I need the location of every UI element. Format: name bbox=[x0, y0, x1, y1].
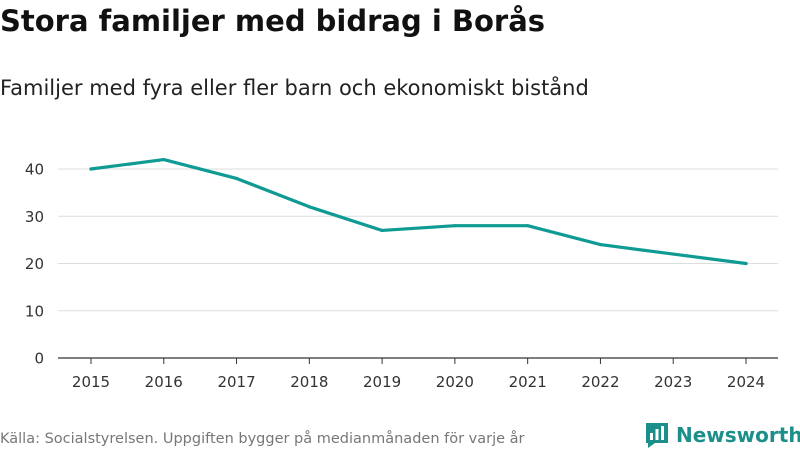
y-tick-label: 20 bbox=[25, 255, 44, 273]
data-point bbox=[380, 228, 384, 233]
data-point bbox=[453, 224, 457, 228]
data-point bbox=[162, 157, 166, 162]
data-point bbox=[671, 252, 675, 256]
gridlines bbox=[58, 168, 778, 312]
x-tick-label: 2019 bbox=[363, 373, 401, 391]
data-point bbox=[526, 224, 530, 228]
y-tick-label: 10 bbox=[25, 302, 44, 320]
chart-subtitle: Familjer med fyra eller fler barn och ek… bbox=[0, 76, 589, 100]
chart-title: Stora familjer med bidrag i Borås bbox=[0, 4, 546, 38]
y-tick-label: 0 bbox=[34, 350, 44, 368]
newsworthy-logo-icon bbox=[646, 423, 668, 448]
tick-labels: 0 10 20 30 40 2015 2016 2017 2018 2019 2020 2021 202… bbox=[25, 161, 765, 392]
x-tick-label: 2018 bbox=[290, 373, 328, 391]
series-line bbox=[89, 157, 748, 266]
series bbox=[89, 157, 748, 266]
x-tick-label: 2022 bbox=[581, 373, 619, 391]
data-point bbox=[598, 243, 603, 247]
x-tick-label: 2023 bbox=[654, 373, 692, 391]
data-point bbox=[89, 167, 93, 171]
x-tick-label: 2016 bbox=[145, 373, 183, 391]
data-point bbox=[307, 205, 311, 209]
x-tick-label: 2020 bbox=[436, 373, 474, 391]
data-point bbox=[234, 176, 239, 181]
x-tick-label: 2017 bbox=[217, 373, 255, 391]
data-point bbox=[744, 261, 748, 266]
y-tick-label: 40 bbox=[25, 161, 44, 179]
x-tick-label: 2021 bbox=[509, 373, 547, 391]
brand-name: Newsworthy bbox=[676, 423, 800, 447]
y-tick-label: 30 bbox=[25, 208, 44, 226]
x-tick-label: 2024 bbox=[727, 373, 765, 391]
source-note: Källa: Socialstyrelsen. Uppgiften bygger… bbox=[0, 431, 525, 447]
x-tick-label: 2015 bbox=[72, 373, 110, 391]
x-axis bbox=[58, 357, 778, 364]
brand-logo: Newsworthy bbox=[644, 421, 800, 449]
